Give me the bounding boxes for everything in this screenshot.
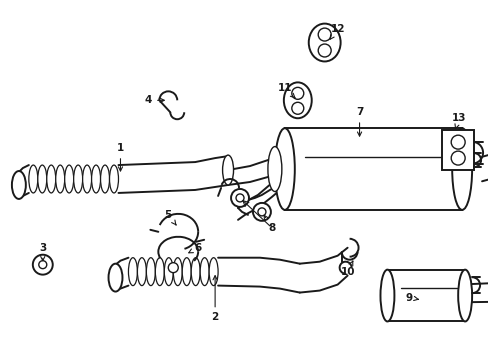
Text: 12: 12 — [329, 24, 344, 39]
Ellipse shape — [222, 155, 233, 185]
Ellipse shape — [291, 87, 303, 99]
Circle shape — [33, 255, 53, 275]
Ellipse shape — [128, 258, 137, 285]
Ellipse shape — [291, 102, 303, 114]
Text: 4: 4 — [144, 95, 164, 105]
Ellipse shape — [274, 128, 294, 210]
Ellipse shape — [318, 44, 330, 57]
Ellipse shape — [457, 270, 471, 321]
Ellipse shape — [74, 165, 82, 193]
Ellipse shape — [380, 270, 394, 321]
Circle shape — [39, 261, 47, 269]
Bar — [285, 128, 461, 210]
Ellipse shape — [318, 28, 330, 41]
Ellipse shape — [182, 258, 191, 285]
Text: 6: 6 — [188, 243, 202, 253]
Circle shape — [168, 263, 178, 273]
Ellipse shape — [137, 258, 146, 285]
Ellipse shape — [173, 258, 182, 285]
Text: 1: 1 — [117, 143, 124, 171]
Ellipse shape — [200, 258, 209, 285]
Text: 3: 3 — [39, 243, 46, 261]
Ellipse shape — [155, 258, 164, 285]
Ellipse shape — [91, 165, 101, 193]
Text: 2: 2 — [211, 276, 218, 323]
Bar — [441, 130, 473, 170]
Ellipse shape — [47, 165, 56, 193]
Bar — [386, 270, 464, 321]
Text: 8: 8 — [264, 215, 275, 233]
Text: 9: 9 — [405, 293, 418, 302]
Ellipse shape — [56, 165, 64, 193]
Circle shape — [236, 194, 244, 202]
Ellipse shape — [209, 258, 218, 285]
Circle shape — [230, 189, 248, 207]
Ellipse shape — [29, 165, 38, 193]
Ellipse shape — [308, 24, 340, 62]
Ellipse shape — [82, 165, 91, 193]
Ellipse shape — [267, 147, 281, 192]
Ellipse shape — [38, 165, 47, 193]
Circle shape — [450, 151, 464, 165]
Ellipse shape — [191, 258, 200, 285]
Text: 10: 10 — [340, 261, 354, 276]
Ellipse shape — [146, 258, 155, 285]
Ellipse shape — [12, 171, 26, 199]
Text: 5: 5 — [164, 210, 176, 225]
Ellipse shape — [451, 128, 471, 210]
Circle shape — [252, 203, 270, 221]
Text: 11: 11 — [277, 84, 295, 98]
Text: 13: 13 — [451, 113, 466, 129]
Ellipse shape — [164, 258, 173, 285]
Ellipse shape — [101, 165, 109, 193]
Circle shape — [450, 135, 464, 149]
Ellipse shape — [64, 165, 74, 193]
Text: 7: 7 — [355, 107, 363, 136]
Ellipse shape — [108, 264, 122, 292]
Ellipse shape — [283, 82, 311, 118]
Circle shape — [258, 208, 265, 216]
Ellipse shape — [109, 165, 118, 193]
